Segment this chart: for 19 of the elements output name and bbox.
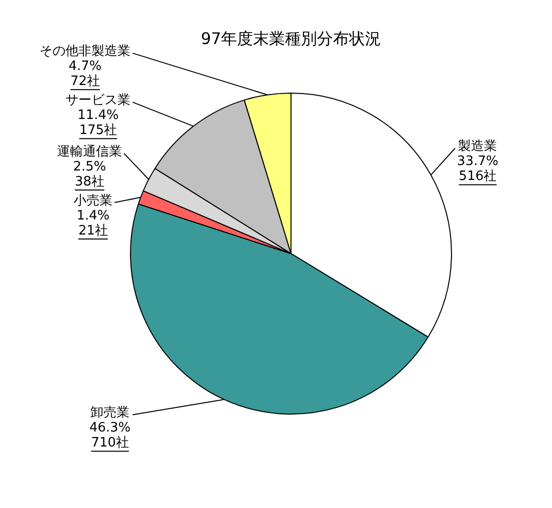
data-label: 2.5% xyxy=(73,159,106,174)
text: 38社 xyxy=(74,174,104,190)
data-label: 33.7% xyxy=(457,154,498,170)
slice-label: 卸売業 xyxy=(90,406,130,421)
data-label: 1.4% xyxy=(76,208,110,224)
text: 72社 xyxy=(70,74,100,90)
data-label: 4.7% xyxy=(68,59,102,74)
slice-label: 小売業 xyxy=(74,193,113,208)
text: 175社 xyxy=(79,123,118,138)
text: 21社 xyxy=(78,223,108,238)
data-label: 46.3% xyxy=(89,420,131,436)
slice-label: サービス業 xyxy=(66,93,131,108)
chart-title: 97年度末業種別分布状況 xyxy=(200,28,382,48)
text: 516社 xyxy=(458,169,497,184)
data-label: 11.4% xyxy=(77,108,119,124)
slice-label: 運輸通信業 xyxy=(57,144,122,160)
slice-label: その他非製造業 xyxy=(40,44,131,60)
slice-label: 製造業 xyxy=(458,139,498,154)
text: 710社 xyxy=(91,436,129,451)
